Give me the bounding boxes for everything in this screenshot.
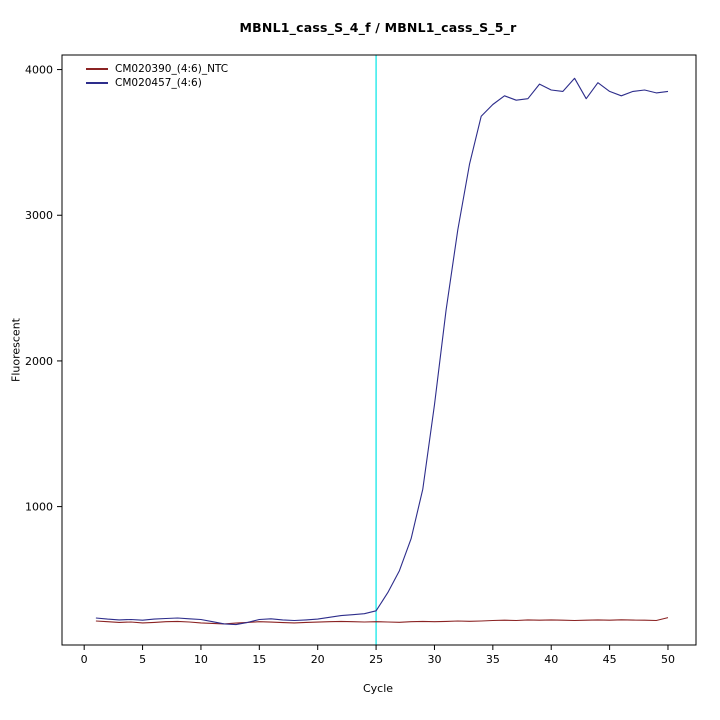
- y-tick-label: 2000: [25, 355, 53, 368]
- x-tick-label: 50: [661, 653, 675, 666]
- x-tick-label: 0: [81, 653, 88, 666]
- y-axis-title: Fluorescent: [9, 318, 23, 382]
- x-tick-label: 15: [252, 653, 266, 666]
- legend-line-swatch: [86, 82, 108, 84]
- legend-label: CM020390_(4:6)_NTC: [115, 63, 229, 75]
- y-tick-label: 4000: [25, 64, 53, 77]
- series-line-0: [95, 617, 669, 625]
- legend-item: CM020457_(4:6): [86, 76, 228, 90]
- series-line-1: [95, 77, 669, 626]
- plot-border: [61, 54, 697, 646]
- y-tick-label: 1000: [25, 501, 53, 514]
- legend-label: CM020457_(4:6): [115, 77, 202, 89]
- legend-item: CM020390_(4:6)_NTC: [86, 62, 228, 76]
- x-tick-label: 20: [311, 653, 325, 666]
- x-axis-title: Cycle: [362, 682, 394, 695]
- legend: CM020390_(4:6)_NTC CM020457_(4:6): [86, 62, 228, 90]
- chart-title: MBNL1_cass_S_4_f / MBNL1_cass_S_5_r: [239, 20, 517, 35]
- x-tick-label: 5: [139, 653, 146, 666]
- x-tick-label: 25: [369, 653, 383, 666]
- x-tick-label: 10: [194, 653, 208, 666]
- x-tick-label: 35: [486, 653, 500, 666]
- x-tick-label: 40: [544, 653, 558, 666]
- x-tick-label: 30: [427, 653, 441, 666]
- x-tick-label: 45: [603, 653, 617, 666]
- legend-line-swatch: [86, 68, 108, 70]
- y-tick-label: 3000: [25, 209, 53, 222]
